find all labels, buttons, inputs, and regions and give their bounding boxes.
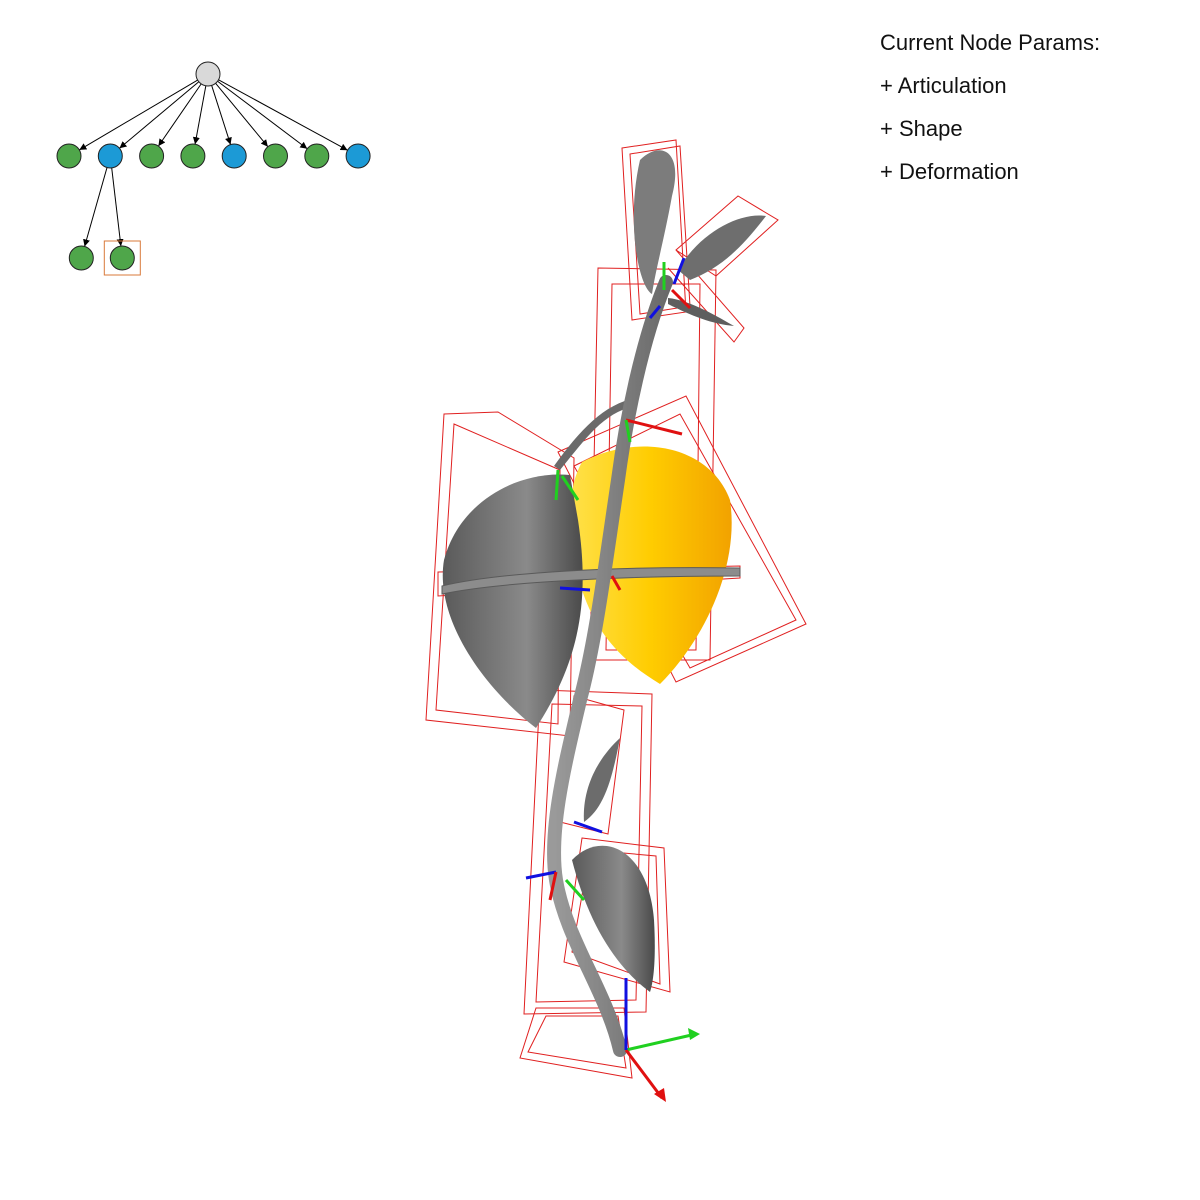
upper-gizmo [554, 418, 683, 501]
tree-node-leaf[interactable] [139, 143, 165, 169]
twig-horizontal[interactable] [441, 567, 741, 595]
tree-edge [192, 85, 207, 145]
tree-edge [79, 79, 198, 151]
lower-gizmo [525, 820, 603, 902]
node-params-panel: Current Node Params: + Articulation + Sh… [880, 32, 1100, 204]
params-title: Current Node Params: [880, 30, 1101, 55]
tree-edges [79, 79, 348, 247]
tree-edge [217, 80, 308, 150]
selected-node-marker [103, 240, 141, 276]
articulation-toggle[interactable]: + Articulation [880, 73, 1007, 98]
base-gizmo [624, 978, 700, 1102]
shape-toggle[interactable]: + Shape [880, 116, 963, 141]
tree-node-leaf[interactable] [180, 143, 206, 169]
tree-edge [83, 167, 108, 247]
tree-node-leaf[interactable] [68, 245, 94, 271]
tree-node-leaf[interactable] [304, 143, 330, 169]
bbox-base [519, 1007, 633, 1079]
top-leaf[interactable] [633, 150, 676, 294]
tree-node-leaf[interactable] [56, 143, 82, 169]
tree-edge [157, 83, 202, 147]
tree-node-stem[interactable] [221, 143, 247, 169]
tree-edge [218, 79, 348, 151]
tree-node-leaf-selected[interactable] [109, 245, 135, 271]
lower-leaf-small[interactable] [583, 738, 620, 822]
node-tree [56, 61, 371, 276]
tree-edge [211, 85, 232, 145]
tree-node-leaf[interactable] [263, 143, 288, 169]
top-right-leaf[interactable] [678, 215, 766, 280]
main-stem[interactable] [547, 275, 673, 1057]
tree-nodes [56, 61, 371, 276]
tree-node-stem[interactable] [345, 143, 371, 169]
axis-gizmos [525, 257, 700, 1102]
top-right-leaf-tip[interactable] [668, 298, 734, 326]
tree-node-stem[interactable] [97, 143, 123, 169]
top-gizmo [648, 257, 692, 319]
curled-leaf[interactable] [554, 398, 636, 470]
3d-viewport[interactable] [400, 130, 840, 1120]
lower-leaf-gray[interactable] [572, 845, 655, 992]
tree-edge [119, 81, 200, 149]
bbox-lower-stem [523, 689, 653, 1015]
gray-leaf-left[interactable] [442, 474, 583, 728]
tree-edge [215, 82, 269, 148]
tree-node-root[interactable] [195, 61, 221, 87]
tree-edge [111, 167, 124, 247]
deformation-toggle[interactable]: + Deformation [880, 159, 1019, 184]
middle-gizmo [559, 575, 622, 592]
